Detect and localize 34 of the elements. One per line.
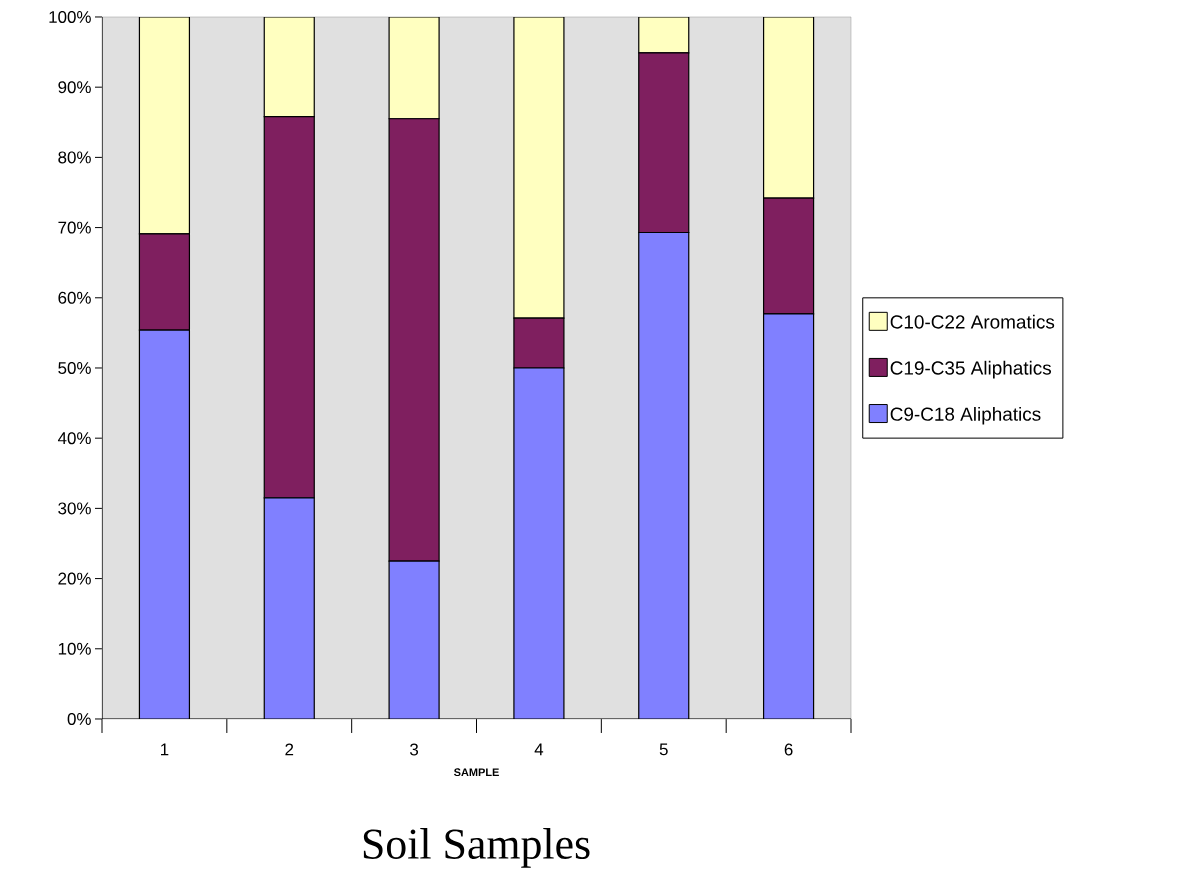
bar (388, 16, 440, 120)
bar (762, 16, 815, 199)
x-tick-label: 5 (659, 743, 668, 756)
x-tick-label: 2 (285, 743, 294, 756)
y-tick-label: 80% (58, 151, 91, 164)
y-tick-label: 10% (58, 642, 91, 655)
y-tick-label: 20% (58, 572, 91, 585)
bar (138, 16, 191, 235)
x-tick-label: 3 (410, 743, 419, 756)
legend-label: C10-C22 Aromatics (890, 314, 1055, 329)
bar (263, 16, 315, 118)
bar (638, 232, 689, 719)
bar (762, 313, 815, 719)
text: Soil Samples (363, 828, 590, 868)
y-tick-label: 90% (58, 81, 91, 94)
y-tick-label: 100% (49, 10, 91, 23)
bar (513, 16, 565, 319)
x-tick-label: 6 (784, 743, 793, 756)
y-tick-label: 60% (58, 291, 91, 304)
bar (264, 497, 315, 719)
y-tick-label: 70% (58, 221, 91, 234)
legend-label: C9-C18 Aliphatics (890, 406, 1041, 425)
y-tick-label: 0% (67, 712, 91, 725)
y-tick-label: 40% (57, 432, 91, 445)
y-tick-label: 50% (58, 361, 91, 374)
x-tick-label: 4 (534, 743, 544, 756)
bar (139, 330, 190, 719)
y-tick-label: 30% (58, 502, 91, 515)
bar (513, 367, 564, 719)
bar (389, 561, 440, 719)
x-tick-label: 1 (161, 743, 169, 756)
x-axis-title: SAMPLE (453, 768, 499, 777)
bar (638, 16, 690, 54)
legend-label: C19-C35 Aliphatics (890, 360, 1052, 379)
